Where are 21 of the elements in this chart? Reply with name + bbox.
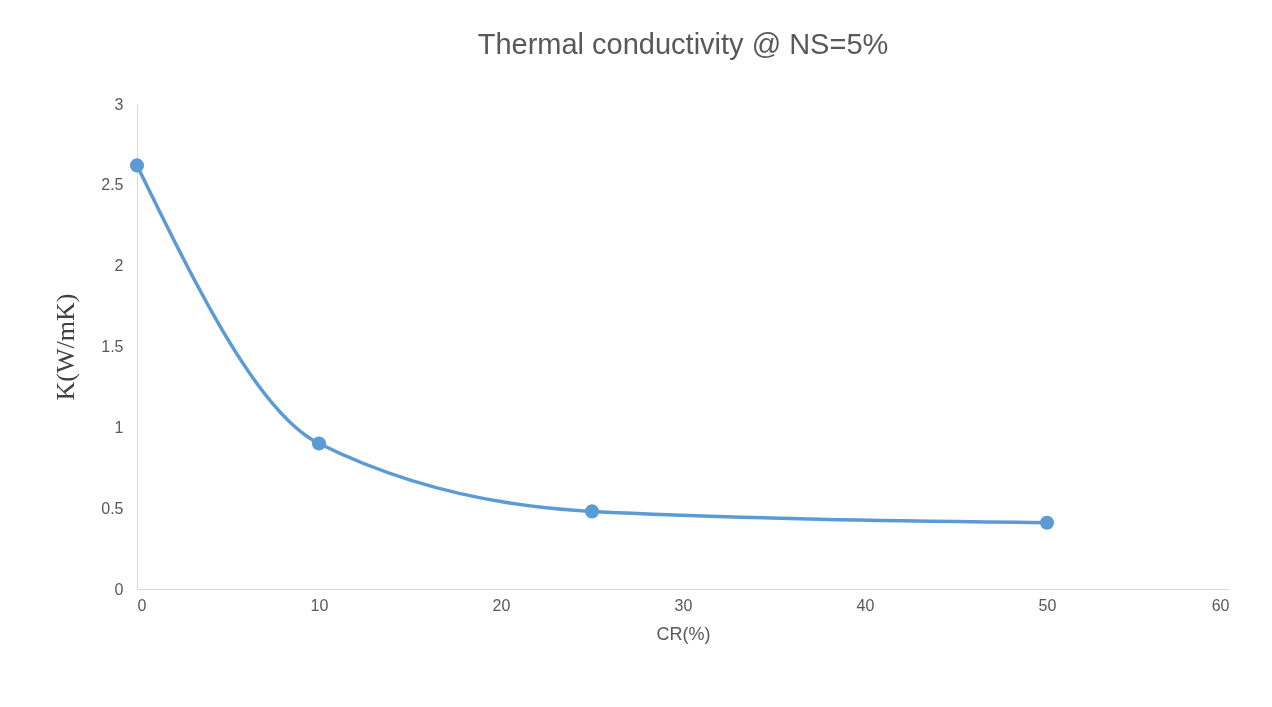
y-tick-label: 3 bbox=[114, 95, 124, 113]
y-axis-title: K(W/mK) bbox=[51, 293, 81, 401]
point bbox=[584, 504, 600, 519]
chart-title: Thermal conductivity @ NS=5% bbox=[477, 28, 889, 60]
y-tick-label: 1 bbox=[114, 418, 124, 436]
x-tick-label: 20 bbox=[492, 596, 511, 614]
y-tick-label: 0 bbox=[114, 580, 124, 598]
x-tick-label: 0 bbox=[137, 596, 147, 614]
x-tick-label: 60 bbox=[1211, 596, 1230, 614]
point bbox=[311, 436, 327, 451]
point bbox=[129, 158, 145, 173]
x-tick-label: 30 bbox=[674, 596, 693, 614]
point bbox=[1039, 515, 1055, 530]
y-tick-label: 0.5 bbox=[101, 499, 124, 517]
y-tick-label: 2.5 bbox=[101, 176, 124, 194]
x-tick-label: 10 bbox=[310, 596, 329, 614]
y-tick-label: 1.5 bbox=[101, 338, 124, 355]
x-tick-label: 50 bbox=[1038, 596, 1057, 614]
x-tick-label: 40 bbox=[856, 596, 875, 614]
y-tick-label: 2 bbox=[114, 257, 124, 275]
x-axis-title: CR(%) bbox=[656, 623, 711, 644]
